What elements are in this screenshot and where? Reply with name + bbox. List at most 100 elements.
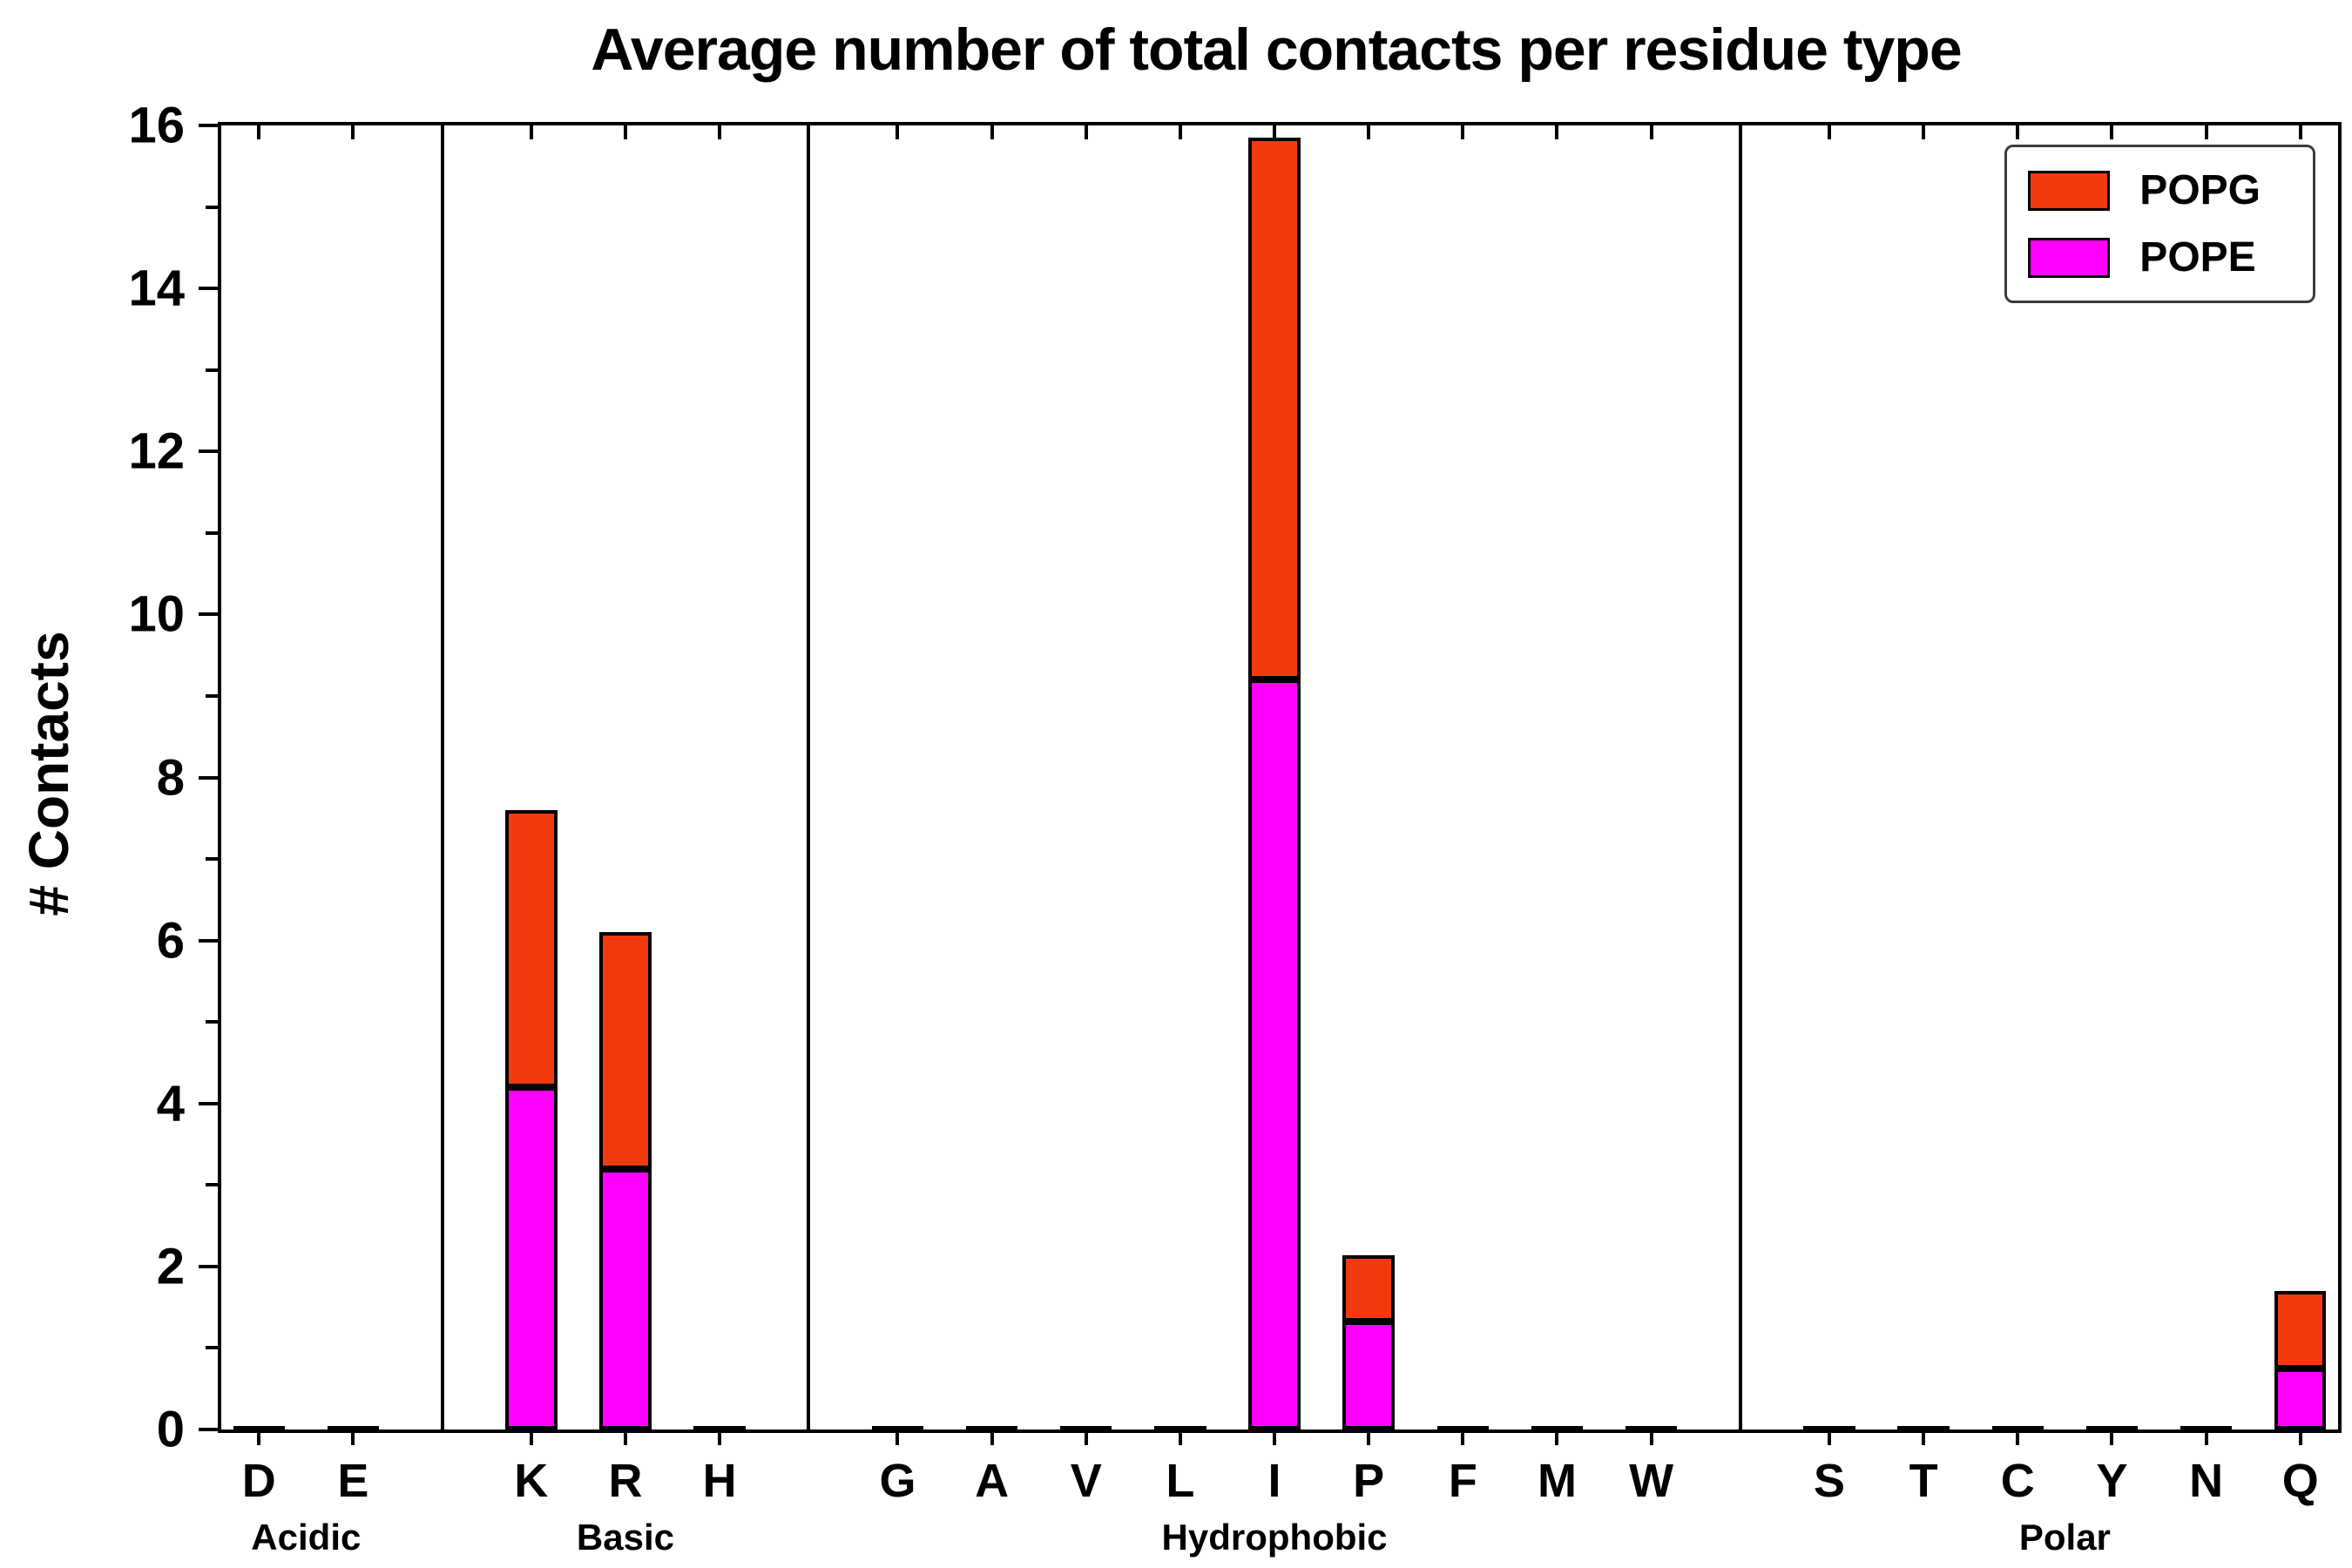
x-top-tick (990, 125, 994, 139)
y-minor-tick (206, 857, 218, 862)
group-label-polar: Polar (2018, 1517, 2111, 1558)
x-category-label: S (1814, 1455, 1846, 1507)
bar-T-zero (1897, 1426, 1950, 1429)
x-category-label: T (1909, 1455, 1938, 1507)
bar-S-zero (1803, 1426, 1855, 1429)
y-major-tick (199, 775, 218, 780)
bar-Q-pope (2274, 1368, 2327, 1429)
y-tick-label: 4 (156, 1075, 185, 1132)
x-category-label: G (879, 1455, 916, 1507)
x-top-tick (1084, 125, 1088, 139)
bar-R-popg (599, 932, 652, 1169)
y-tick-label: 16 (128, 97, 185, 154)
x-top-tick (1828, 125, 1832, 139)
x-bottom-tick (2016, 1429, 2020, 1445)
x-bottom-tick (2110, 1429, 2114, 1445)
y-major-tick (199, 124, 218, 127)
y-tick-label: 14 (128, 260, 185, 317)
y-major-tick (199, 449, 218, 454)
bar-P-pope (1342, 1321, 1395, 1429)
bar-I-pope (1248, 679, 1301, 1429)
x-category-label: Y (2096, 1455, 2128, 1507)
y-tick-label: 12 (128, 422, 185, 480)
bar-F-zero (1436, 1426, 1490, 1429)
x-bottom-tick (623, 1429, 627, 1445)
x-category-label: Q (2281, 1455, 2319, 1507)
x-bottom-tick (1922, 1429, 1926, 1445)
x-top-tick (529, 125, 533, 139)
x-bottom-tick (1367, 1429, 1371, 1445)
group-label-acidic: Acidic (251, 1517, 362, 1558)
x-category-label: M (1537, 1455, 1577, 1507)
x-top-tick (1273, 125, 1277, 139)
bar-L-zero (1154, 1426, 1206, 1429)
legend-item-pope: POPE (2028, 233, 2261, 281)
x-bottom-tick (1178, 1429, 1182, 1445)
x-top-tick (2016, 125, 2020, 139)
y-tick-label: 2 (156, 1238, 185, 1295)
bar-R-pope (599, 1168, 652, 1429)
x-top-tick (623, 125, 627, 139)
y-minor-tick (206, 1020, 218, 1024)
bar-M-zero (1531, 1426, 1584, 1429)
legend-item-popg: POPG (2028, 166, 2261, 214)
x-top-tick (1555, 125, 1559, 139)
x-bottom-tick (1555, 1429, 1559, 1445)
legend-label-pope: POPE (2139, 234, 2256, 280)
x-category-label: L (1166, 1455, 1195, 1507)
x-bottom-tick (351, 1429, 355, 1445)
bar-K-pope (505, 1087, 558, 1429)
y-major-tick (199, 1264, 218, 1268)
bar-C-zero (1991, 1426, 2044, 1429)
bar-A-zero (965, 1426, 1018, 1429)
y-major-tick (199, 287, 218, 291)
chart-title: Average number of total contacts per res… (591, 17, 1962, 83)
x-category-label: D (241, 1455, 276, 1507)
group-label-hydrophobic: Hydrophobic (1161, 1517, 1388, 1558)
x-top-tick (1922, 125, 1926, 139)
x-top-tick (257, 125, 261, 139)
x-bottom-tick (1273, 1429, 1277, 1445)
x-bottom-tick (718, 1429, 722, 1445)
plot-area: POPG POPE 0 2 4 6 8 10 12 14 16 D E K R H G A V L I P F M W S T C… (128, 98, 2342, 1558)
y-minor-tick (206, 693, 218, 698)
x-top-tick (2298, 125, 2302, 139)
x-category-label: F (1448, 1455, 1477, 1507)
legend: POPG POPE (2004, 145, 2315, 303)
x-bottom-tick (990, 1429, 994, 1445)
bar-V-zero (1060, 1426, 1112, 1429)
x-category-label: A (975, 1455, 1010, 1507)
x-category-label: P (1353, 1455, 1385, 1507)
y-major-tick (199, 612, 218, 617)
x-bottom-tick (2204, 1429, 2208, 1445)
y-minor-tick (206, 205, 218, 209)
y-tick-label: 8 (156, 749, 185, 806)
x-top-tick (2110, 125, 2114, 139)
bar-Y-zero (2085, 1426, 2139, 1429)
x-top-tick (718, 125, 722, 139)
x-category-label: N (2189, 1455, 2224, 1507)
y-major-tick (199, 1428, 218, 1431)
bar-E-zero (327, 1426, 380, 1429)
group-divider (440, 125, 444, 1429)
y-tick-label: 10 (128, 585, 185, 643)
x-top-tick (1649, 125, 1653, 139)
group-divider (1738, 125, 1742, 1429)
x-category-label: K (514, 1455, 549, 1507)
x-category-label: V (1070, 1455, 1102, 1507)
x-bottom-tick (896, 1429, 900, 1445)
x-category-label: E (337, 1455, 369, 1507)
y-axis-label: # Contacts (17, 631, 80, 916)
y-minor-tick (206, 531, 218, 535)
legend-swatch-pope (2028, 237, 2111, 278)
x-bottom-tick (1461, 1429, 1465, 1445)
x-bottom-tick (1649, 1429, 1653, 1445)
y-minor-tick (206, 1183, 218, 1187)
x-top-tick (351, 125, 355, 139)
x-category-label: R (608, 1455, 643, 1507)
bar-K-popg (505, 809, 558, 1088)
legend-label-popg: POPG (2139, 167, 2261, 213)
legend-swatch-popg (2028, 170, 2111, 211)
bar-W-zero (1625, 1426, 1678, 1429)
bar-P-popg (1342, 1254, 1395, 1322)
